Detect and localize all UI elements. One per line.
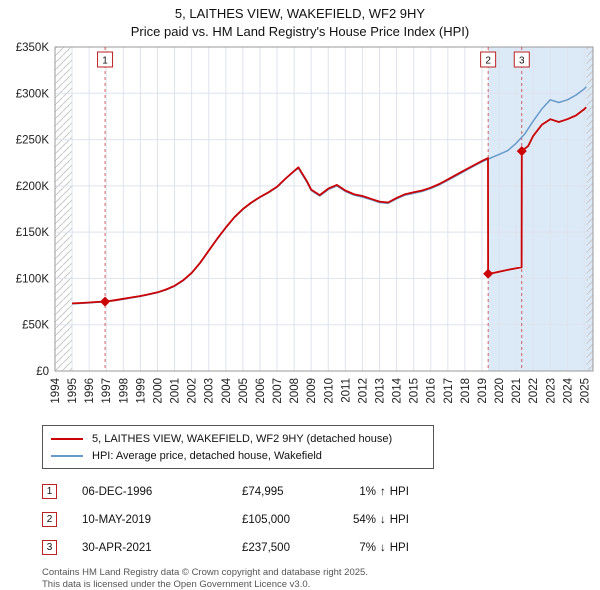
transaction-date: 10-MAY-2019 (82, 513, 152, 526)
x-tick-label: 2021 (511, 378, 523, 404)
y-tick-label: £150K (16, 227, 50, 239)
y-tick-label: £250K (16, 135, 50, 147)
hpi-down-arrow: ↓ (380, 541, 386, 554)
x-tick-label: 1994 (50, 377, 62, 403)
x-tick-label: 2022 (528, 378, 540, 404)
footer-line-1: Contains HM Land Registry data © Crown c… (42, 567, 368, 578)
transaction-row: 1 06-DEC-1996 £74,995 1% ↑ HPI (42, 483, 600, 500)
x-tick-label: 2006 (255, 378, 267, 404)
x-tick-label: 2007 (272, 378, 284, 404)
transaction-number-badge: 1 (42, 484, 57, 499)
legend-label-property: 5, LAITHES VIEW, WAKEFIELD, WF2 9HY (det… (92, 432, 393, 445)
transaction-hpi: 1% ↑ HPI (350, 486, 600, 498)
sale-number: 2 (485, 56, 491, 67)
x-tick-label: 2024 (562, 377, 574, 403)
hpi-label: HPI (389, 513, 409, 526)
x-tick-label: 2000 (152, 378, 164, 404)
red-line-sample (51, 437, 83, 440)
x-tick-label: 2009 (306, 378, 318, 404)
blue-line-sample (51, 454, 83, 457)
x-tick-label: 1999 (135, 378, 147, 404)
transaction-hpi: 7% ↓ HPI (350, 542, 600, 554)
sale-number-box (513, 51, 530, 68)
x-tick-label: 2014 (392, 377, 404, 403)
x-tick-label: 2008 (289, 378, 301, 404)
y-tick-label: £350K (16, 42, 50, 54)
price-paid-line (72, 106, 587, 305)
x-tick-label: 2023 (545, 378, 557, 404)
sale-point-diamond (100, 296, 111, 307)
x-tick-label: 1996 (84, 378, 96, 404)
hpi-percent: 54% (352, 513, 376, 526)
transaction-number-badge: 2 (42, 512, 57, 527)
x-tick-label: 2015 (409, 378, 421, 404)
x-tick-label: 1995 (67, 378, 79, 404)
sale-point-diamond (483, 268, 494, 279)
x-tick-label: 2005 (238, 378, 250, 404)
hpi-down-arrow: ↓ (380, 513, 386, 526)
transaction-row: 2 10-MAY-2019 £105,000 54% ↓ HPI (42, 511, 600, 528)
no-data-hatch (55, 47, 73, 371)
x-tick-label: 2025 (579, 378, 591, 404)
transaction-number-badge: 3 (42, 540, 57, 555)
x-tick-label: 2004 (221, 377, 233, 403)
x-tick-label: 2002 (187, 378, 199, 404)
transaction-price: £74,995 (242, 485, 284, 498)
transaction-date: 06-DEC-1996 (82, 485, 153, 498)
hpi-label: HPI (389, 541, 409, 554)
x-tick-label: 2013 (375, 378, 387, 404)
hpi-label: HPI (389, 485, 409, 498)
page-subtitle: Price paid vs. HM Land Registry's House … (130, 24, 470, 39)
legend-item-hpi: HPI: Average price, detached house, Wake… (51, 447, 425, 464)
x-tick-label: 2016 (426, 378, 438, 404)
transaction-date: 30-APR-2021 (82, 541, 152, 554)
x-tick-label: 2011 (340, 378, 352, 403)
transaction-table: 1 06-DEC-1996 £74,995 1% ↑ HPI 2 10-MAY-20… (42, 483, 600, 556)
hpi-percent: 7% (359, 541, 376, 554)
plot-border (54, 46, 594, 372)
transaction-price: £237,500 (242, 541, 290, 554)
x-tick-label: 2003 (204, 378, 216, 404)
x-tick-label: 2017 (443, 378, 455, 404)
y-tick-label: £100K (16, 273, 50, 285)
footer-line-2: This data is licensed under the Open Gov… (42, 579, 311, 590)
sale-number-box (480, 51, 497, 68)
hpi-up-arrow: ↑ (380, 485, 386, 498)
sale-point-diamond (516, 146, 527, 157)
y-tick-label: £300K (16, 88, 50, 100)
x-tick-label: 1998 (118, 378, 130, 404)
no-data-hatch (586, 47, 593, 371)
x-tick-label: 2012 (357, 378, 369, 404)
legend: 5, LAITHES VIEW, WAKEFIELD, WF2 9HY (det… (42, 425, 434, 469)
hpi-projection-shade (488, 47, 593, 371)
transaction-row: 3 30-APR-2021 £237,500 7% ↓ HPI (42, 539, 600, 556)
x-tick-label: 2018 (460, 378, 472, 404)
x-tick-label: 1997 (101, 378, 113, 404)
y-tick-label: £200K (16, 181, 50, 193)
y-tick-label: £50K (22, 320, 49, 332)
sale-number: 1 (102, 56, 108, 67)
hpi-percent: 1% (359, 485, 376, 498)
legend-item-property: 5, LAITHES VIEW, WAKEFIELD, WF2 9HY (det… (51, 430, 425, 447)
page-title: 5, LAITHES VIEW, WAKEFIELD, WF2 9HY (174, 6, 426, 21)
price-chart: 1 2 3 £0 £50K £100K £150K £200K £250K £300K £350K 1… (16, 42, 594, 404)
sale-number: 3 (519, 56, 525, 67)
x-tick-label: 2010 (323, 378, 335, 404)
transaction-hpi: 54% ↓ HPI (350, 514, 600, 526)
transaction-price: £105,000 (242, 513, 290, 526)
sale-number-box (97, 51, 114, 68)
x-tick-label: 2019 (477, 378, 489, 404)
legend-label-hpi: HPI: Average price, detached house, Wake… (92, 449, 322, 462)
x-tick-label: 2020 (494, 378, 506, 404)
y-tick-label: £0 (36, 366, 49, 378)
x-tick-label: 2001 (170, 378, 182, 404)
license-footer: Contains HM Land Registry data © Crown c… (42, 567, 600, 590)
